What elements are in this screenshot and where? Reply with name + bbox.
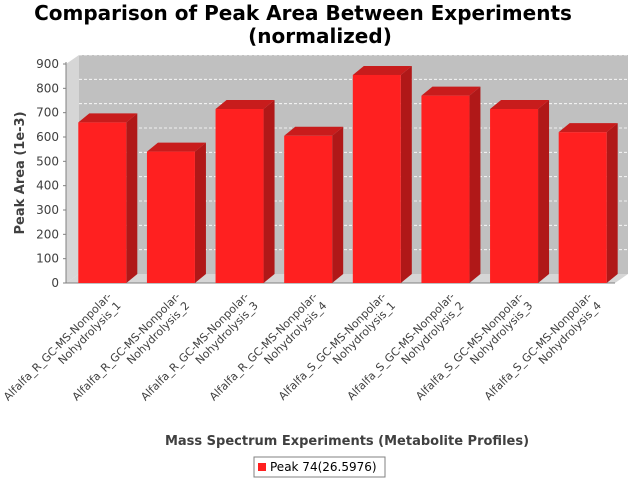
legend: Peak 74(26.5976) [253,456,386,478]
y-tick-label: 200 [36,227,59,241]
y-tick-label: 100 [36,252,59,266]
bar-side [126,113,138,284]
bar [558,123,618,283]
bar-front [78,122,127,284]
bar-side [538,100,550,284]
bar-side [400,65,412,283]
bar [284,126,344,284]
bar [490,100,550,284]
y-tick-label: 700 [36,106,59,120]
bar-front [146,151,195,283]
bar [146,142,206,283]
bar [78,113,138,284]
y-tick-label: 800 [36,81,59,95]
legend-swatch [258,463,266,471]
x-category-label-line: Alfalfa_R_GC-MS-Nonpolar- [1,290,114,403]
y-tick-label: 300 [36,203,59,217]
legend-label: Peak 74(26.5976) [270,460,377,474]
bar-top [352,65,412,75]
plot-floor [66,274,628,283]
bar-top [558,123,618,133]
bar-front [352,74,401,283]
y-tick-label: 900 [36,57,59,71]
legend-box [253,456,386,478]
bar-front [284,135,333,283]
bar-side [332,126,344,284]
x-category-labels: Alfalfa_R_GC-MS-Nonpolar-Nohydrolysis_1A… [1,290,604,413]
bar-top [78,113,138,123]
bar [215,100,275,284]
y-tick-label: 0 [51,276,59,290]
bar-side [606,123,618,283]
bar [421,86,481,283]
y-tick-labels: 0 100 200 300 400 500 600 700 800 900 [36,57,66,290]
bar [352,65,412,283]
x-category-label-line: Alfalfa_R_GC-MS-Nonpolar- [138,290,251,403]
bar-top [284,126,344,136]
bar-top [146,142,206,152]
bar-top [215,100,275,110]
bar-top [490,100,550,110]
bar-front [490,109,539,284]
x-category-label: Alfalfa_R_GC-MS-Nonpolar-Nohydrolysis_1 [1,290,124,413]
x-axis-label: Mass Spectrum Experiments (Metabolite Pr… [165,434,529,449]
plot-side-wall [66,55,79,283]
bar-front [558,132,607,283]
chart-title-line-2: (normalized) [248,24,392,48]
y-axis-label: Peak Area (1e-3) [13,111,28,234]
y-tick-label: 400 [36,179,59,193]
chart-title-line-1: Comparison of Peak Area Between Experime… [34,1,572,25]
x-category-label-line: Alfalfa_R_GC-MS-Nonpolar- [70,290,183,403]
bar-front [215,109,264,284]
x-category-label-line: Alfalfa_R_GC-MS-Nonpolar- [207,290,320,403]
bar-top [421,86,481,96]
bar-side [469,86,481,283]
bars [78,65,618,284]
bar-side [263,100,275,284]
bar-side [194,142,206,283]
y-tick-label: 500 [36,154,59,168]
bar-front [421,95,470,283]
y-tick-label: 600 [36,130,59,144]
